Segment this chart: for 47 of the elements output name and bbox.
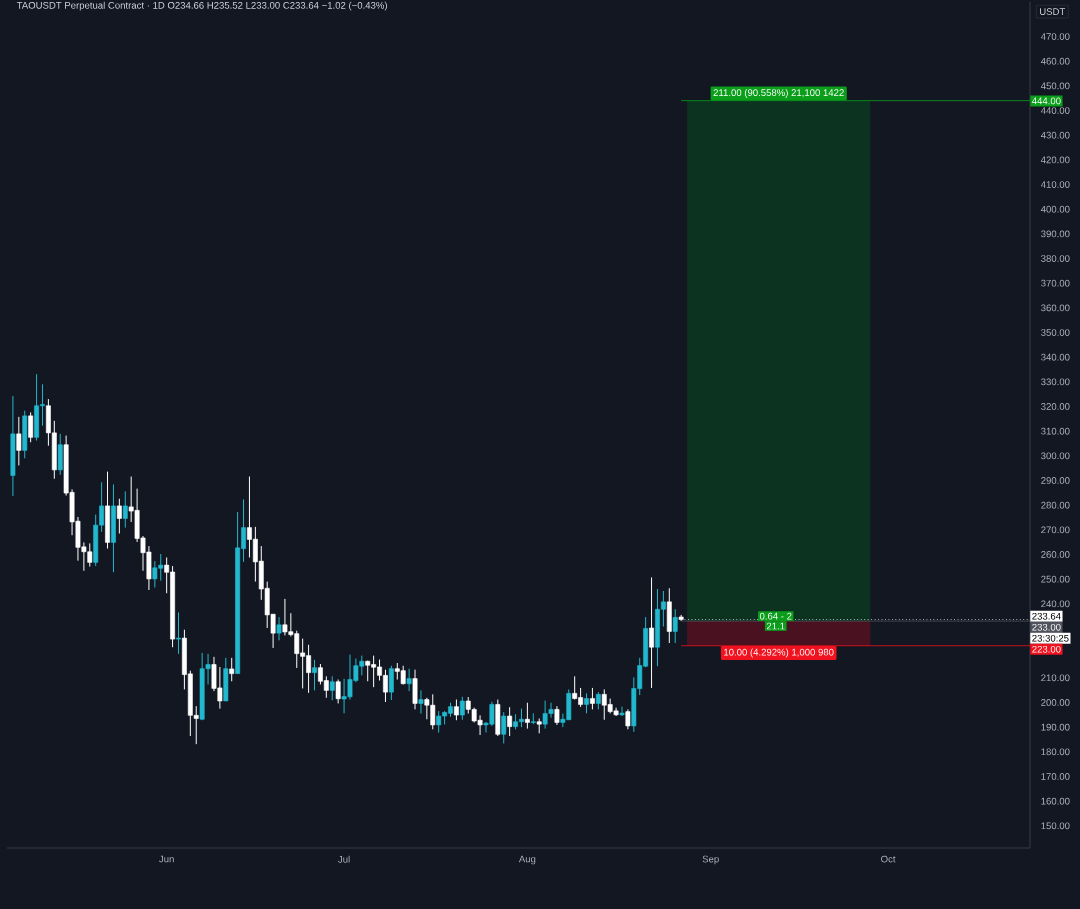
y-tick-label: 380.00 <box>1041 255 1070 262</box>
y-tick-label: 360.00 <box>1041 304 1070 312</box>
band-label: 10.00 (4.292%) 1,000 980 <box>724 648 834 658</box>
y-tick-label: 240.00 <box>1041 600 1070 608</box>
y-tick-label: 250.00 <box>1041 575 1070 583</box>
y-tick-label: 270.00 <box>1041 526 1070 534</box>
annotation: 0.64 - 2 <box>759 612 792 620</box>
y-tick-label: 340.00 <box>1041 353 1070 361</box>
y-tick-label: 370.00 <box>1041 279 1070 287</box>
y-tick-label: 470.00 <box>1040 33 1070 40</box>
text: 23:30:25 <box>1032 634 1069 642</box>
x-tick-label: Oct <box>881 855 896 863</box>
y-tick-label: 350.00 <box>1041 329 1070 336</box>
y-tick-label: 280.00 <box>1041 501 1070 509</box>
x-tick-label: Aug <box>518 855 536 865</box>
y-tick-label: 390.00 <box>1041 230 1070 238</box>
y-tick-label: 150.00 <box>1041 822 1070 830</box>
y-tick-label: 450.00 <box>1040 82 1070 90</box>
y-tick-label: 460.00 <box>1040 57 1070 65</box>
chart-title: TAOUSDT Perpetual Contract · 1D O234.66 H235.52 L233.00 C233.64 −1.02 (−0.43%) <box>16 1 387 11</box>
y-tick-label: 420.00 <box>1040 156 1070 164</box>
x-tick-label: Sep <box>702 855 719 865</box>
y-axis-title: USDT <box>1040 8 1066 16</box>
y-tick-label: 330.00 <box>1041 378 1070 386</box>
y-tick-label: 300.00 <box>1041 452 1070 460</box>
y-tick-label: 310.00 <box>1041 427 1070 435</box>
ref-line-label: 444.00 <box>1032 97 1061 105</box>
ref-line-label: 223.00 <box>1032 645 1061 653</box>
y-tick-label: 400.00 <box>1040 205 1070 213</box>
x-tick-label: Jul <box>338 855 350 863</box>
y-tick-label: 170.00 <box>1041 773 1070 780</box>
x-tick-label: Jun <box>159 855 174 863</box>
y-tick-label: 320.00 <box>1041 403 1070 410</box>
y-tick-label: 190.00 <box>1041 723 1070 731</box>
ref-line-label: 233.00 <box>1032 623 1061 631</box>
y-tick-label: 200.00 <box>1041 699 1070 706</box>
y-tick-label: 430.00 <box>1040 131 1070 139</box>
y-tick-label: 210.00 <box>1041 674 1070 682</box>
y-tick-label: 290.00 <box>1041 477 1070 484</box>
y-tick-label: 440.00 <box>1040 107 1070 114</box>
annotation: 21.1 <box>766 622 785 630</box>
y-tick-label: 160.00 <box>1041 797 1070 805</box>
ref-line-label: 233.64 <box>1032 612 1061 620</box>
y-tick-label: 260.00 <box>1041 551 1070 558</box>
band-label: 211.00 (90.558%) 21,100 1422 <box>713 88 844 98</box>
y-tick-label: 180.00 <box>1041 748 1070 756</box>
y-tick-label: 410.00 <box>1040 181 1070 188</box>
